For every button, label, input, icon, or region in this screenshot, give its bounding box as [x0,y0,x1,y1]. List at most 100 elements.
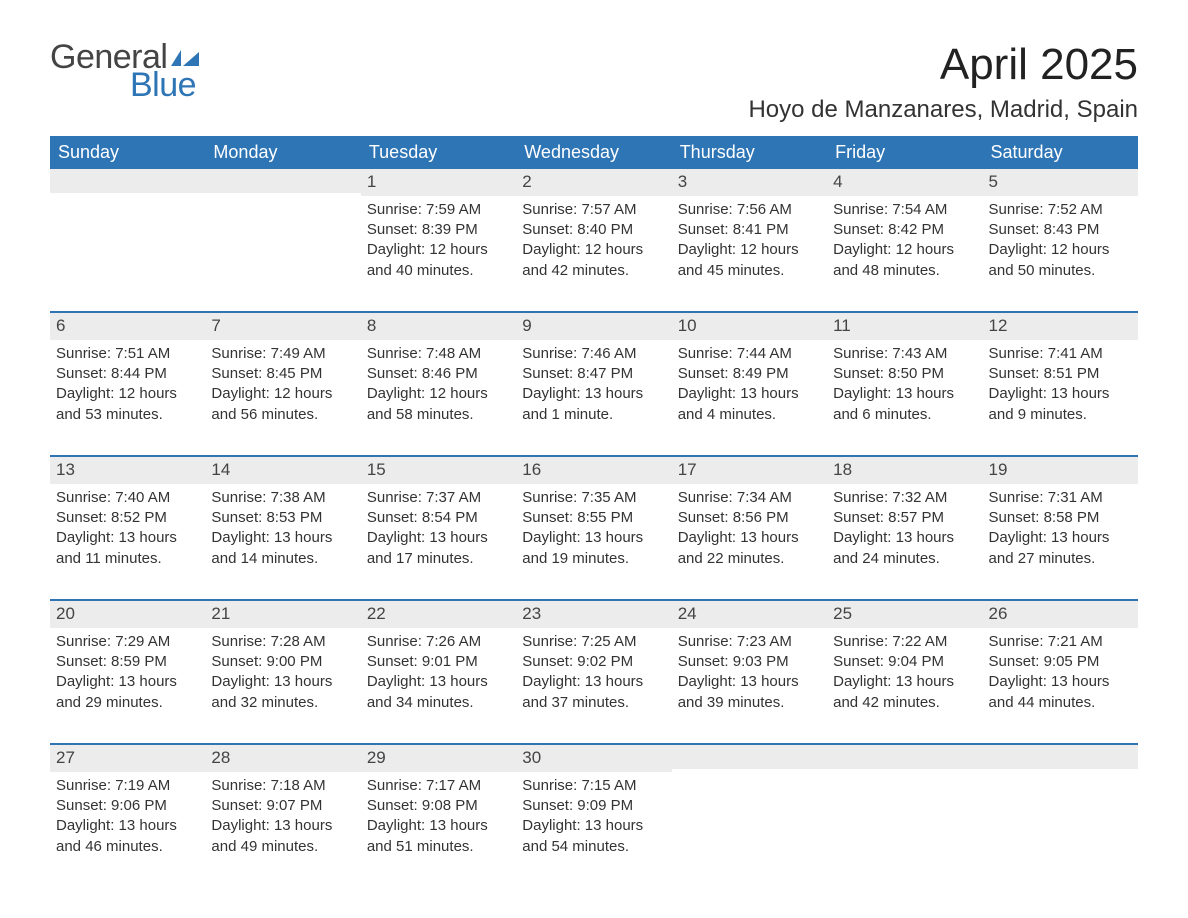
daylight-text: Daylight: 13 hours and 32 minutes. [211,672,354,713]
week-row: 20Sunrise: 7:29 AMSunset: 8:59 PMDayligh… [50,599,1138,729]
day-cell: 11Sunrise: 7:43 AMSunset: 8:50 PMDayligh… [827,313,982,441]
sunrise-text: Sunrise: 7:44 AM [678,344,821,364]
day-number: 21 [205,601,360,628]
daylight-text: Daylight: 12 hours and 53 minutes. [56,384,199,425]
sunset-text: Sunset: 8:39 PM [367,220,510,240]
day-cell: 6Sunrise: 7:51 AMSunset: 8:44 PMDaylight… [50,313,205,441]
weekday-header: Tuesday [361,136,516,169]
day-body: Sunrise: 7:56 AMSunset: 8:41 PMDaylight:… [672,196,827,287]
day-cell: 2Sunrise: 7:57 AMSunset: 8:40 PMDaylight… [516,169,671,297]
day-cell: 13Sunrise: 7:40 AMSunset: 8:52 PMDayligh… [50,457,205,585]
sunset-text: Sunset: 8:43 PM [989,220,1132,240]
sunset-text: Sunset: 8:57 PM [833,508,976,528]
day-body: Sunrise: 7:17 AMSunset: 9:08 PMDaylight:… [361,772,516,863]
sunset-text: Sunset: 9:01 PM [367,652,510,672]
day-body: Sunrise: 7:43 AMSunset: 8:50 PMDaylight:… [827,340,982,431]
day-cell: 15Sunrise: 7:37 AMSunset: 8:54 PMDayligh… [361,457,516,585]
day-number: 2 [516,169,671,196]
sunset-text: Sunset: 8:40 PM [522,220,665,240]
sunset-text: Sunset: 9:00 PM [211,652,354,672]
day-cell: 25Sunrise: 7:22 AMSunset: 9:04 PMDayligh… [827,601,982,729]
sunrise-text: Sunrise: 7:29 AM [56,632,199,652]
sunset-text: Sunset: 8:47 PM [522,364,665,384]
logo-text-blue: Blue [130,68,196,102]
day-number: 1 [361,169,516,196]
daylight-text: Daylight: 13 hours and 42 minutes. [833,672,976,713]
day-cell: 22Sunrise: 7:26 AMSunset: 9:01 PMDayligh… [361,601,516,729]
day-number: 8 [361,313,516,340]
day-body: Sunrise: 7:19 AMSunset: 9:06 PMDaylight:… [50,772,205,863]
day-number [50,169,205,193]
daylight-text: Daylight: 12 hours and 40 minutes. [367,240,510,281]
day-cell: 3Sunrise: 7:56 AMSunset: 8:41 PMDaylight… [672,169,827,297]
day-body: Sunrise: 7:48 AMSunset: 8:46 PMDaylight:… [361,340,516,431]
day-number [672,745,827,769]
week-row: 1Sunrise: 7:59 AMSunset: 8:39 PMDaylight… [50,169,1138,297]
sunrise-text: Sunrise: 7:28 AM [211,632,354,652]
sunrise-text: Sunrise: 7:34 AM [678,488,821,508]
sunset-text: Sunset: 8:59 PM [56,652,199,672]
day-cell [672,745,827,873]
day-body: Sunrise: 7:51 AMSunset: 8:44 PMDaylight:… [50,340,205,431]
daylight-text: Daylight: 13 hours and 17 minutes. [367,528,510,569]
day-number: 18 [827,457,982,484]
day-body: Sunrise: 7:57 AMSunset: 8:40 PMDaylight:… [516,196,671,287]
day-body: Sunrise: 7:46 AMSunset: 8:47 PMDaylight:… [516,340,671,431]
daylight-text: Daylight: 13 hours and 39 minutes. [678,672,821,713]
day-cell [983,745,1138,873]
day-body: Sunrise: 7:21 AMSunset: 9:05 PMDaylight:… [983,628,1138,719]
daylight-text: Daylight: 13 hours and 19 minutes. [522,528,665,569]
location: Hoyo de Manzanares, Madrid, Spain [748,96,1138,124]
weekday-header: Thursday [672,136,827,169]
sunset-text: Sunset: 9:05 PM [989,652,1132,672]
day-number: 14 [205,457,360,484]
sunset-text: Sunset: 9:03 PM [678,652,821,672]
sunrise-text: Sunrise: 7:41 AM [989,344,1132,364]
day-number [205,169,360,193]
day-body: Sunrise: 7:15 AMSunset: 9:09 PMDaylight:… [516,772,671,863]
daylight-text: Daylight: 13 hours and 44 minutes. [989,672,1132,713]
daylight-text: Daylight: 13 hours and 6 minutes. [833,384,976,425]
day-cell: 29Sunrise: 7:17 AMSunset: 9:08 PMDayligh… [361,745,516,873]
day-number: 7 [205,313,360,340]
sunrise-text: Sunrise: 7:56 AM [678,200,821,220]
day-body: Sunrise: 7:22 AMSunset: 9:04 PMDaylight:… [827,628,982,719]
daylight-text: Daylight: 13 hours and 37 minutes. [522,672,665,713]
day-number: 16 [516,457,671,484]
sunset-text: Sunset: 8:58 PM [989,508,1132,528]
day-body: Sunrise: 7:26 AMSunset: 9:01 PMDaylight:… [361,628,516,719]
daylight-text: Daylight: 12 hours and 48 minutes. [833,240,976,281]
day-cell: 23Sunrise: 7:25 AMSunset: 9:02 PMDayligh… [516,601,671,729]
day-cell [205,169,360,297]
day-cell: 1Sunrise: 7:59 AMSunset: 8:39 PMDaylight… [361,169,516,297]
sunrise-text: Sunrise: 7:49 AM [211,344,354,364]
day-number: 24 [672,601,827,628]
day-cell: 21 Sunrise: 7:28 AMSunset: 9:00 PMDayligh… [205,601,360,729]
day-body: Sunrise: 7:54 AMSunset: 8:42 PMDaylight:… [827,196,982,287]
weekday-header-row: SundayMondayTuesdayWednesdayThursdayFrid… [50,136,1138,169]
sunset-text: Sunset: 8:46 PM [367,364,510,384]
day-body: Sunrise: 7:38 AMSunset: 8:53 PMDaylight:… [205,484,360,575]
sunset-text: Sunset: 8:53 PM [211,508,354,528]
day-body: Sunrise: 7:23 AMSunset: 9:03 PMDaylight:… [672,628,827,719]
weekday-header: Monday [205,136,360,169]
day-body: Sunrise: 7:35 AMSunset: 8:55 PMDaylight:… [516,484,671,575]
day-number: 5 [983,169,1138,196]
daylight-text: Daylight: 12 hours and 50 minutes. [989,240,1132,281]
daylight-text: Daylight: 12 hours and 56 minutes. [211,384,354,425]
sunrise-text: Sunrise: 7:22 AM [833,632,976,652]
day-cell: 9Sunrise: 7:46 AMSunset: 8:47 PMDaylight… [516,313,671,441]
sunset-text: Sunset: 9:04 PM [833,652,976,672]
sunrise-text: Sunrise: 7:37 AM [367,488,510,508]
daylight-text: Daylight: 13 hours and 4 minutes. [678,384,821,425]
sunrise-text: Sunrise: 7:25 AM [522,632,665,652]
daylight-text: Daylight: 13 hours and 22 minutes. [678,528,821,569]
day-cell: 28Sunrise: 7:18 AMSunset: 9:07 PMDayligh… [205,745,360,873]
sunset-text: Sunset: 8:51 PM [989,364,1132,384]
day-body: Sunrise: 7:52 AMSunset: 8:43 PMDaylight:… [983,196,1138,287]
daylight-text: Daylight: 13 hours and 34 minutes. [367,672,510,713]
day-body: Sunrise: 7:41 AMSunset: 8:51 PMDaylight:… [983,340,1138,431]
sunset-text: Sunset: 8:45 PM [211,364,354,384]
sunset-text: Sunset: 8:56 PM [678,508,821,528]
sunrise-text: Sunrise: 7:54 AM [833,200,976,220]
